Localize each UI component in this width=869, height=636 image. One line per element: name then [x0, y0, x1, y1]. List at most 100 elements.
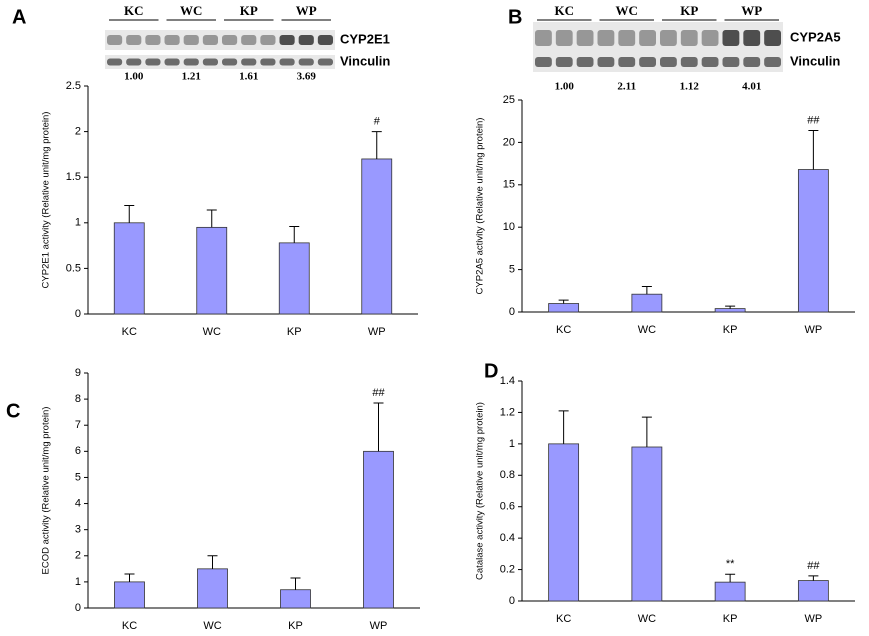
- y-tick-label: 1.4: [500, 375, 515, 387]
- blot-band: [183, 58, 199, 66]
- annotation: ##: [807, 560, 820, 572]
- error-bar: [124, 573, 135, 582]
- ratio-label: 1.61: [239, 71, 258, 83]
- blot-band: [701, 57, 719, 67]
- bar: [280, 589, 311, 609]
- y-tick-label: 2: [75, 550, 81, 562]
- error-bar: [124, 204, 135, 223]
- y-tick-label: 0: [509, 595, 515, 607]
- blot-band: [618, 57, 636, 67]
- blot-band: [618, 30, 636, 46]
- y-tick-label: 7: [75, 419, 81, 431]
- ratio-label: 4.01: [742, 81, 761, 93]
- y-tick-label: 3: [75, 524, 81, 536]
- error-bar: [558, 299, 569, 304]
- error-bar: [641, 286, 652, 295]
- blot-band: [660, 57, 677, 67]
- blot-band: [597, 57, 615, 67]
- blot-band: [298, 35, 314, 45]
- x-tick-label: WP: [805, 613, 823, 625]
- bar: [631, 446, 663, 602]
- blot-band: [535, 57, 552, 67]
- x-tick-label: WP: [805, 324, 823, 336]
- blot-band: [764, 57, 781, 67]
- blot-band: [164, 35, 180, 45]
- bar: [197, 568, 228, 609]
- y-tick-label: 10: [503, 221, 515, 233]
- x-tick-label: KP: [287, 326, 302, 338]
- blot-band: [555, 57, 573, 67]
- lane-label: WP: [741, 3, 762, 18]
- error-bar: [641, 416, 652, 447]
- ratio-label: 1.21: [182, 71, 201, 83]
- y-tick-label: 0.4: [500, 532, 515, 544]
- y-tick-label: 0: [509, 306, 515, 318]
- x-tick-label: WC: [638, 613, 656, 625]
- y-tick-label: 1: [75, 576, 81, 588]
- x-tick-label: KC: [556, 324, 571, 336]
- x-tick-label: WP: [370, 620, 388, 632]
- y-tick-label: 6: [75, 445, 81, 457]
- bar: [114, 581, 145, 609]
- y-tick-label: 0.8: [500, 469, 515, 481]
- bar: [361, 158, 393, 315]
- x-tick-label: WC: [203, 620, 221, 632]
- blot-band: [260, 58, 276, 66]
- error-bar: [808, 130, 819, 170]
- y-axis-label: CYP2A5 activity (Relative unit/mg protei…: [475, 118, 486, 295]
- blot-band: [722, 57, 740, 67]
- ratio-label: 3.69: [297, 71, 317, 83]
- y-tick-label: 1: [509, 438, 515, 450]
- blot-band: [639, 57, 656, 67]
- lane-label: WP: [296, 3, 317, 18]
- protein-label: CYP2A5: [790, 29, 841, 44]
- annotation: ##: [372, 387, 385, 399]
- protein-label: Vinculin: [340, 53, 390, 68]
- x-tick-label: KP: [723, 324, 738, 336]
- error-bar: [373, 402, 384, 452]
- blot-band: [743, 57, 761, 67]
- error-bar: [289, 225, 300, 243]
- blot-band: [722, 30, 740, 46]
- lane-label: KC: [555, 3, 575, 18]
- y-tick-label: 15: [503, 179, 515, 191]
- annotation: #: [374, 116, 381, 128]
- y-tick-label: 20: [503, 136, 515, 148]
- y-tick-label: 4: [75, 497, 81, 509]
- panel-letter: B: [508, 6, 522, 28]
- blot-band: [241, 58, 257, 66]
- blot-band: [743, 30, 761, 46]
- blot-band: [202, 35, 218, 45]
- bar: [797, 580, 829, 602]
- bar: [548, 443, 580, 602]
- blot-band: [145, 58, 161, 66]
- x-tick-label: WC: [638, 324, 656, 336]
- y-tick-label: 2: [75, 126, 81, 138]
- x-tick-label: WP: [368, 326, 386, 338]
- y-tick-label: 0.5: [66, 262, 81, 274]
- blot-band: [764, 30, 781, 46]
- blot-background: [105, 30, 335, 50]
- y-axis-label: CYP2E1 activity (Relative unit/mg protei…: [41, 112, 52, 289]
- error-bar: [207, 555, 218, 569]
- blot-band: [576, 30, 594, 46]
- bar: [797, 169, 829, 313]
- error-bar: [206, 209, 217, 228]
- panel-letter: A: [12, 6, 26, 28]
- blot-band: [202, 58, 218, 66]
- bar: [363, 450, 394, 609]
- blot-band: [279, 35, 295, 45]
- lane-label: KC: [124, 3, 144, 18]
- blot-background: [105, 55, 335, 69]
- blot-band: [639, 30, 656, 46]
- bar: [631, 293, 663, 313]
- blot-band: [222, 58, 238, 66]
- blot-background: [533, 52, 783, 72]
- blot-band: [597, 30, 615, 46]
- bar: [196, 226, 228, 315]
- error-bar: [725, 573, 736, 583]
- blot-band: [145, 35, 161, 45]
- y-tick-label: 2.5: [66, 80, 81, 92]
- blot-band: [660, 30, 677, 46]
- bar: [714, 581, 746, 602]
